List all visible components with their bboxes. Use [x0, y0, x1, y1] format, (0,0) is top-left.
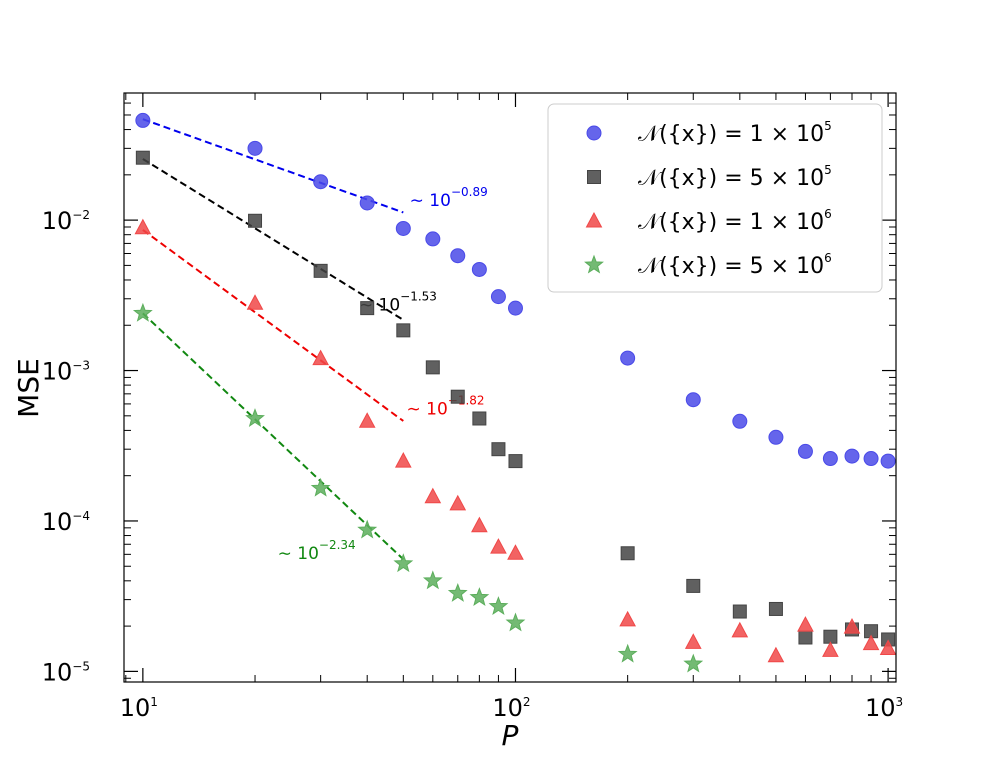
legend-marker-square [587, 170, 601, 184]
fit-lines: ∼ 10−0.89∼ 10−1.53∼ 10−1.82∼ 10−2.34 [142, 118, 488, 564]
data-point-star [505, 612, 526, 632]
data-point-triangle [862, 634, 880, 651]
x-tick-label: 103 [865, 694, 903, 722]
data-point-square [620, 546, 635, 561]
data-point-circle [507, 300, 523, 316]
y-axis-label: MSE [12, 358, 45, 418]
data-point-triangle [767, 646, 785, 663]
data-point-star [617, 643, 638, 663]
y-tick-label: 10−3 [42, 358, 90, 386]
data-point-star [245, 408, 265, 427]
data-point-star [357, 519, 378, 539]
fit-green-label: ∼ 10−2.34 [278, 538, 356, 564]
data-point-circle [313, 174, 329, 190]
data-point-circle [620, 350, 636, 366]
data-point-circle [732, 413, 748, 429]
data-point-square [313, 263, 328, 278]
fit-black-line [142, 158, 404, 321]
data-point-circle [450, 248, 466, 264]
data-point-star [393, 553, 414, 573]
fit-blue-line [142, 118, 404, 214]
data-point-triangle [490, 538, 507, 554]
data-point-triangle [731, 621, 749, 638]
legend-marker-triangle [585, 211, 603, 228]
fit-blue-label: ∼ 10−0.89 [410, 185, 488, 211]
data-point-circle [247, 140, 263, 156]
fit-green-line [142, 312, 404, 561]
data-point-circle [822, 451, 838, 467]
legend-label: 𝒩({x}) = 5 × 105 [638, 163, 832, 191]
legend-label: 𝒩({x}) = 5 × 106 [638, 251, 832, 279]
data-point-circle [490, 289, 506, 305]
data-markers [132, 112, 897, 673]
data-point-square [425, 360, 440, 375]
data-point-triangle [134, 218, 152, 235]
data-point-triangle [507, 544, 524, 560]
data-point-triangle [358, 412, 376, 428]
data-point-square [248, 213, 263, 228]
data-point-circle [359, 195, 375, 211]
data-point-square [798, 630, 813, 645]
data-point-triangle [843, 618, 861, 634]
data-point-circle [880, 453, 896, 469]
x-tick-label: 101 [120, 694, 158, 722]
data-point-circle [844, 448, 860, 464]
data-point-star [683, 653, 704, 673]
axis-ticks: 101 102 103 10−5 10−4 10−3 10−2 [42, 92, 903, 722]
data-point-circle [797, 443, 813, 459]
plot-frame [123, 92, 897, 683]
data-point-triangle [822, 641, 839, 657]
data-point-star [488, 596, 509, 615]
legend-marker-circle [586, 125, 602, 141]
y-tick-label: 10−5 [42, 658, 90, 686]
data-point-triangle [684, 633, 702, 649]
data-point-star [310, 477, 331, 497]
data-point-circle [685, 392, 701, 408]
data-point-square [732, 604, 747, 619]
data-point-triangle [246, 294, 264, 310]
data-point-square [686, 578, 701, 593]
data-point-circle [471, 261, 487, 277]
data-point-triangle [619, 610, 636, 627]
data-point-square [135, 150, 150, 165]
data-point-square [472, 411, 487, 426]
data-point-square [823, 629, 838, 644]
y-tick-label: 10−4 [42, 508, 90, 536]
data-point-triangle [797, 616, 814, 632]
data-point-square [360, 301, 375, 316]
legend-label: 𝒩({x}) = 1 × 106 [638, 207, 832, 235]
data-point-triangle [879, 639, 897, 655]
legend-box [547, 103, 883, 293]
x-axis-label: P [502, 719, 519, 752]
data-point-star [447, 582, 468, 602]
data-point-circle [863, 451, 879, 467]
data-point-square [396, 323, 411, 338]
data-point-triangle [312, 349, 329, 366]
x-tick-label: 102 [492, 694, 530, 722]
data-point-circle [425, 231, 441, 247]
data-point-star [132, 302, 153, 322]
data-point-star [469, 587, 490, 606]
data-point-circle [135, 112, 151, 128]
data-point-triangle [449, 494, 467, 511]
data-point-square [491, 442, 506, 457]
data-point-triangle [394, 452, 412, 468]
data-point-triangle [471, 516, 488, 533]
data-point-square [508, 454, 523, 469]
legend-marker-star [584, 254, 604, 274]
y-tick-label: 10−2 [42, 207, 90, 235]
data-point-square [450, 389, 465, 404]
fit-red-line [142, 229, 404, 422]
data-point-circle [395, 220, 411, 236]
legend-label: 𝒩({x}) = 1 × 105 [638, 119, 832, 147]
data-point-triangle [424, 487, 442, 504]
data-point-square [768, 601, 783, 616]
data-point-star [422, 570, 443, 590]
legend: 𝒩({x}) = 1 × 105 𝒩({x}) = 5 × 105 𝒩({x}) =… [547, 103, 883, 293]
data-point-circle [768, 429, 784, 445]
